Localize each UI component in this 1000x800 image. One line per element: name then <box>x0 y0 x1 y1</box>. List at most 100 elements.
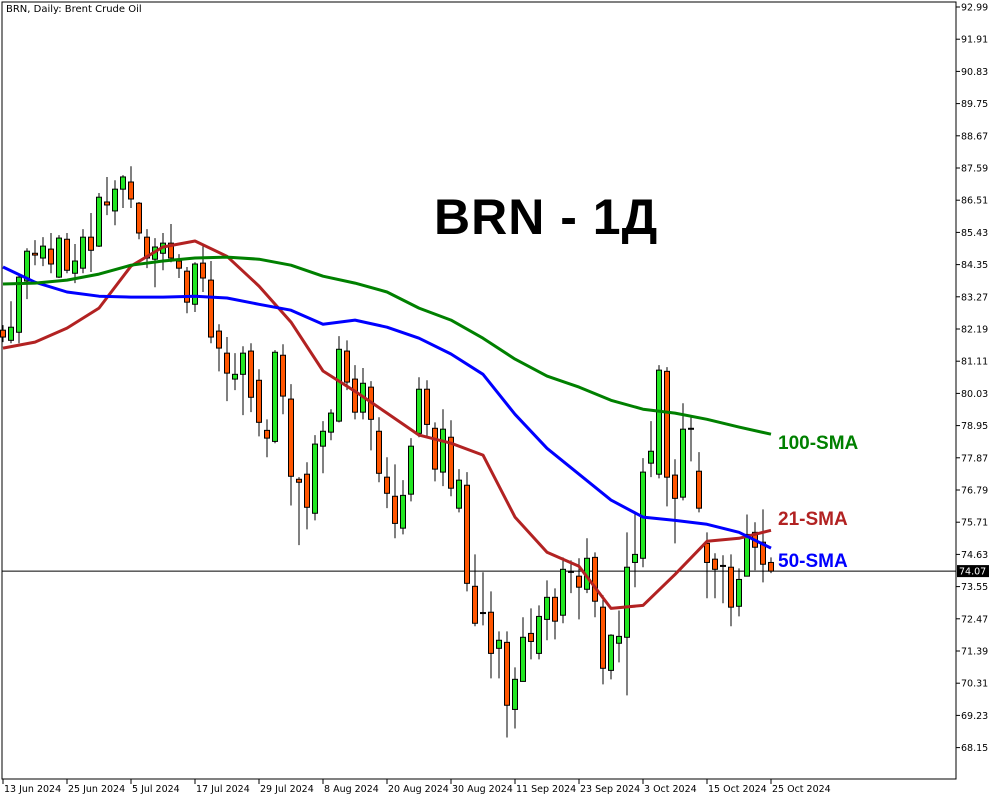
y-tick-label: 73.55 <box>961 582 988 593</box>
y-tick-label: 86.51 <box>961 196 988 207</box>
candle <box>608 634 614 680</box>
y-tick-label: 84.35 <box>961 260 988 271</box>
candle-body <box>56 237 62 278</box>
candle <box>552 588 558 640</box>
candle <box>600 595 606 685</box>
candle <box>712 553 718 599</box>
candle-body <box>200 262 206 279</box>
y-tick-label: 78.95 <box>961 421 988 432</box>
candle-body <box>568 570 574 573</box>
candle <box>408 438 414 502</box>
candle <box>304 462 310 530</box>
candle <box>392 464 398 539</box>
candle-body <box>496 639 502 649</box>
candle <box>176 254 182 279</box>
y-tick-label: 90.83 <box>961 67 988 78</box>
candle <box>488 591 494 679</box>
candle-body <box>128 181 134 200</box>
y-tick-label: 85.43 <box>961 228 988 239</box>
candle <box>464 472 470 592</box>
candle-body <box>192 263 198 305</box>
candle-body <box>288 398 294 477</box>
candle-body <box>656 369 662 475</box>
candle-body <box>648 450 654 464</box>
candle <box>656 365 662 479</box>
x-tick-label: 25 Oct 2024 <box>772 784 831 795</box>
candle-body <box>120 176 126 190</box>
candle-body <box>352 378 358 413</box>
candle <box>312 435 318 521</box>
candle <box>128 166 134 208</box>
y-tick-label: 77.87 <box>961 453 988 464</box>
candle-body <box>96 196 102 247</box>
candle <box>216 324 222 372</box>
current-price-box <box>957 565 989 578</box>
candle-body <box>312 443 318 514</box>
candle-body <box>728 566 734 608</box>
candle <box>568 560 574 594</box>
candle <box>560 557 566 624</box>
candle-body <box>344 350 350 383</box>
candle <box>624 532 630 696</box>
candle <box>512 667 518 729</box>
candle <box>104 176 110 216</box>
candle <box>264 419 270 458</box>
candle-body <box>32 252 38 256</box>
candle <box>224 337 230 402</box>
candle-body <box>16 276 22 333</box>
candle-body <box>576 575 582 588</box>
candle <box>344 340 350 391</box>
current-price-label: 74.07 <box>959 567 986 578</box>
candle-body <box>472 585 478 624</box>
candle <box>288 384 294 506</box>
candle-body <box>672 474 678 499</box>
x-tick-label: 17 Jul 2024 <box>196 784 250 795</box>
candle-body <box>256 379 262 423</box>
candle <box>256 369 262 437</box>
candle-body <box>480 612 486 615</box>
candle-body <box>392 495 398 524</box>
candle-body <box>720 564 726 567</box>
candle <box>696 452 702 513</box>
candle <box>16 274 22 344</box>
candle-body <box>736 578 742 607</box>
candle-body <box>704 542 710 563</box>
candle <box>736 568 742 617</box>
candle-body <box>40 245 46 259</box>
candle <box>456 469 462 513</box>
overlay-title: BRN - 1Д <box>434 189 659 245</box>
candle <box>88 213 94 273</box>
candle <box>424 380 430 438</box>
candle-body <box>168 242 174 259</box>
y-tick-label: 74.63 <box>961 550 988 561</box>
candle <box>592 552 598 618</box>
candle-body <box>696 470 702 509</box>
candle <box>240 346 246 416</box>
candle-body <box>48 248 54 265</box>
candle <box>368 381 374 451</box>
candle-body <box>688 427 694 430</box>
y-tick-label: 70.31 <box>961 679 988 690</box>
candle <box>768 557 774 574</box>
candle <box>248 343 254 413</box>
candle <box>360 368 366 420</box>
candle <box>96 193 102 248</box>
candle <box>328 409 334 441</box>
candle-body <box>184 270 190 303</box>
candle-body <box>768 561 774 572</box>
y-tick-label: 69.23 <box>961 711 988 722</box>
y-tick-label: 72.47 <box>961 614 988 625</box>
candle-body <box>744 533 750 577</box>
y-tick-label: 76.79 <box>961 486 988 497</box>
candle-body <box>664 370 670 478</box>
candle <box>384 457 390 509</box>
candle-body <box>264 429 270 439</box>
candle-body <box>560 568 566 616</box>
candle-body <box>464 484 470 584</box>
candle-body <box>456 479 462 509</box>
candle <box>24 248 30 300</box>
candle-body <box>400 494 406 529</box>
x-tick-label: 20 Aug 2024 <box>388 784 449 795</box>
candle <box>208 261 214 344</box>
